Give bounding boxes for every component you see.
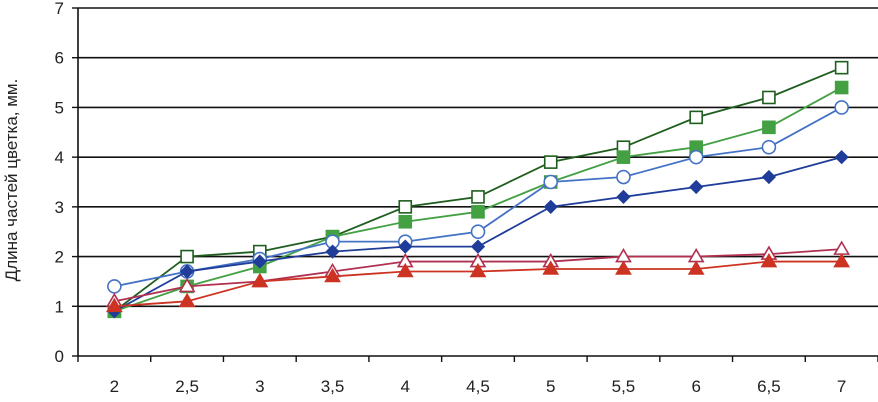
data-point (179, 264, 195, 279)
y-tick-label: 5 (55, 98, 64, 117)
data-point (180, 249, 194, 264)
x-tick-label: 4,5 (466, 377, 490, 396)
data-point (543, 199, 558, 214)
data-point (398, 239, 413, 254)
data-point (834, 80, 849, 95)
data-point (471, 205, 485, 219)
data-point (470, 224, 486, 240)
x-tick-label: 5 (546, 377, 555, 396)
data-point (689, 179, 704, 195)
series-4 (107, 150, 849, 319)
x-tick-label: 7 (837, 377, 846, 396)
data-point (616, 150, 631, 164)
data-point (543, 155, 558, 169)
data-point (833, 240, 851, 255)
data-point (615, 260, 632, 275)
y-tick-label: 2 (55, 248, 64, 267)
data-point (469, 262, 487, 278)
data-point (178, 292, 196, 308)
data-point (760, 252, 778, 268)
data-point (105, 297, 123, 313)
x-tick-label: 2,5 (175, 377, 199, 396)
data-point (396, 262, 414, 278)
y-tick-label: 0 (55, 347, 64, 366)
data-point (252, 254, 267, 269)
series-1 (107, 60, 849, 319)
x-tick-label: 6 (691, 377, 700, 396)
x-tick-label: 2 (110, 377, 119, 396)
data-point (687, 260, 705, 275)
data-point (251, 272, 269, 288)
data-point (689, 110, 703, 125)
y-tick-labels: 0 1 2 3 4 5 6 7 (55, 0, 64, 366)
y-axis-title: Длина частей цветка, мм. (2, 79, 21, 282)
axes (72, 7, 878, 362)
data-point (470, 239, 486, 254)
data-point (688, 149, 704, 165)
data-point (616, 189, 631, 205)
y-tick-label: 1 (55, 297, 64, 316)
y-tick-label: 6 (55, 49, 64, 68)
data-point (471, 190, 485, 204)
data-point (398, 214, 413, 229)
data-point (543, 174, 559, 190)
data-point (761, 139, 777, 155)
data-point (762, 120, 776, 135)
y-tick-label: 3 (55, 198, 64, 217)
data-point (834, 100, 849, 115)
data-point (616, 169, 631, 185)
y-tick-label: 4 (55, 148, 64, 167)
x-tick-label: 3,5 (321, 377, 345, 396)
x-tick-label: 4 (401, 377, 410, 396)
data-point (542, 260, 560, 275)
data-point (178, 277, 196, 293)
data-point (615, 247, 632, 263)
data-point (107, 279, 122, 294)
data-point (398, 200, 413, 214)
x-tick-label: 6,5 (757, 377, 781, 396)
data-point (834, 60, 849, 75)
x-tick-label: 5,5 (612, 377, 636, 396)
series-group (105, 60, 851, 319)
series-5 (105, 240, 851, 308)
x-tick-labels: 2 2,5 3 3,5 4 4,5 5 5,5 6 6,5 7 (110, 377, 847, 396)
data-point (325, 244, 340, 259)
data-point (834, 150, 849, 165)
y-tick-label: 7 (55, 0, 64, 18)
data-point (324, 267, 341, 283)
data-point (762, 90, 776, 105)
x-tick-label: 3 (255, 377, 264, 396)
data-point (833, 252, 851, 268)
series-6 (105, 252, 851, 313)
data-point (761, 169, 777, 185)
